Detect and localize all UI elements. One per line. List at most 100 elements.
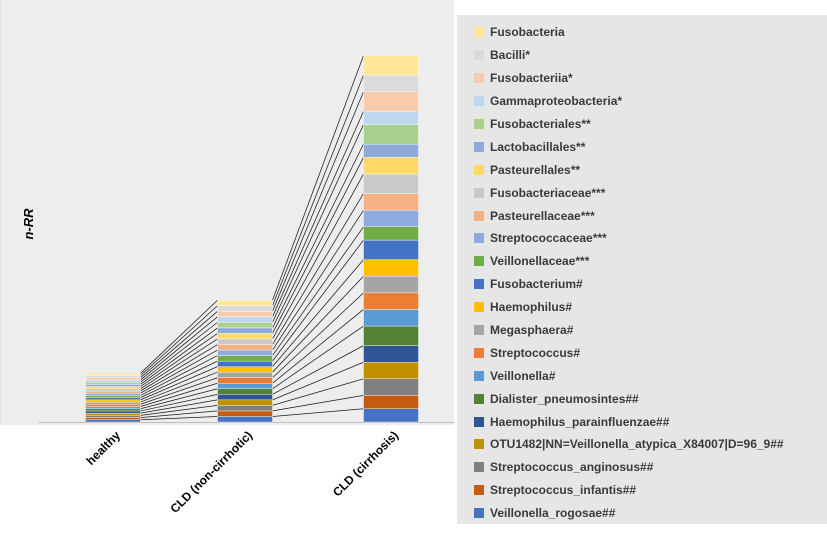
bar-segment-11-2	[363, 226, 419, 241]
connector-line-18-1	[272, 111, 364, 317]
legend-label: Fusobacteriales**	[490, 117, 591, 131]
connector-line-16-0	[140, 327, 218, 385]
bar-segment-1-2	[363, 395, 419, 409]
legend-label: Streptococcaceae***	[490, 231, 607, 246]
bar-segment-10-1	[217, 360, 273, 367]
bar-segment-15-2	[363, 157, 419, 175]
bar-segment-18-0	[85, 379, 141, 383]
bar-segment-19-2	[363, 91, 419, 112]
bar-segment-12-1	[217, 349, 273, 356]
legend-label: Veillonella#	[490, 368, 556, 383]
bar-segments	[85, 55, 419, 423]
bar-segment-2-0	[85, 415, 141, 418]
legend-item: Veillonellaceae***	[457, 250, 827, 273]
bar-segment-20-2	[363, 74, 419, 92]
bar-segment-11-1	[217, 355, 273, 362]
legend-label: Veillonella_rogosae##	[490, 506, 616, 521]
legend-item: Streptococcus_anginosus##	[457, 456, 827, 479]
bar-segment-16-0	[85, 384, 141, 387]
legend-label: Fusobacteriaceae***	[490, 185, 606, 200]
bar-segment-1-0	[85, 417, 141, 420]
connector-line-3-0	[140, 399, 218, 414]
connector-line-6-0	[140, 382, 218, 407]
legend-label: Streptococcus_anginosus##	[490, 460, 654, 475]
legend-swatch	[474, 370, 484, 381]
x-tick-labels: healthy CLD (non-cirrhotic) CLD (cirrhosis…	[84, 428, 402, 516]
legend-label: Veillonellaceae***	[490, 254, 590, 269]
legend-item: Megasphaera#	[457, 319, 827, 342]
bar-segment-8-1	[217, 371, 273, 378]
bar-segment-5-1	[217, 388, 273, 395]
connector-line-3-1	[272, 361, 364, 401]
connector-line-19-0	[140, 311, 218, 379]
legend-label: Haemophilus#	[490, 300, 573, 315]
connector-line-20-0	[140, 305, 218, 376]
connector-line-10-1	[272, 239, 364, 362]
legend-item: Bacilli*	[457, 44, 827, 67]
bar-segment-9-0	[85, 399, 141, 403]
bar-segment-6-1	[217, 383, 273, 389]
connector-line-5-0	[140, 388, 218, 410]
legend-swatch	[474, 210, 484, 221]
bar-segment-18-2	[363, 111, 419, 125]
connector-line-4-1	[272, 345, 364, 395]
bar-segment-17-1	[217, 322, 273, 329]
bar-segment-20-0	[85, 375, 141, 378]
bar-segment-14-2	[363, 173, 419, 194]
connector-line-16-1	[272, 143, 364, 329]
bar-segment-6-0	[85, 406, 141, 409]
connector-line-13-1	[272, 193, 364, 345]
y-axis-title: n-RR	[21, 208, 36, 240]
legend-item: Pasteurellaceae***	[457, 204, 827, 227]
legend-label: Haemophilus_parainfluenzae##	[490, 414, 670, 429]
legend-item: Haemophilus_parainfluenzae##	[457, 410, 827, 433]
x-tick-label-0: healthy	[84, 428, 124, 468]
bar-segment-2-1	[217, 405, 273, 412]
legend-label: Lactobacillales**	[490, 139, 586, 154]
legend-label: Gammaproteobacteria*	[490, 94, 623, 109]
bar-segment-12-0	[85, 393, 141, 396]
legend-item: Lactobacillales**	[457, 135, 827, 158]
bar-segment-0-2	[363, 408, 419, 423]
legend-label: Bacilli*	[490, 48, 531, 63]
legend-swatch	[474, 462, 484, 473]
bar-segment-6-2	[363, 309, 419, 327]
connector-line-10-0	[140, 360, 218, 398]
legend-swatch	[474, 416, 484, 427]
bar-segment-7-1	[217, 377, 273, 384]
connector-line-15-1	[272, 157, 364, 334]
bar-segment-14-1	[217, 338, 273, 345]
legend-item: Haemophilus#	[457, 296, 827, 319]
connector-line-8-1	[272, 275, 364, 373]
legend-swatch	[474, 325, 484, 336]
connector-line-9-1	[272, 259, 364, 367]
connector-line-7-0	[140, 377, 218, 405]
bar-segment-15-1	[217, 333, 273, 340]
bar-segment-4-1	[217, 394, 273, 401]
connector-line-4-0	[140, 393, 218, 412]
legend-item: Streptococcus#	[457, 341, 827, 364]
bar-segment-7-0	[85, 404, 141, 407]
series-connectors	[140, 55, 364, 421]
bar-segment-18-1	[217, 316, 273, 323]
legend-label: OTU1482|NN=Veillonella_atypica_X84007|D=…	[490, 437, 784, 452]
bar-segment-8-0	[85, 401, 141, 405]
connector-line-0-0	[140, 416, 218, 421]
bar-segment-0-1	[217, 416, 273, 423]
bar-segment-21-2	[363, 55, 419, 76]
bar-segment-5-2	[363, 325, 419, 346]
connector-line-11-0	[140, 355, 218, 396]
connector-line-19-1	[272, 91, 364, 312]
connector-line-6-1	[272, 309, 364, 384]
bar-segment-17-0	[85, 381, 141, 385]
legend-swatch	[474, 439, 484, 450]
legend-swatch	[474, 164, 484, 175]
connector-line-5-1	[272, 325, 364, 390]
connector-line-8-0	[140, 371, 218, 403]
bar-segment-16-1	[217, 327, 273, 334]
connector-line-21-0	[140, 299, 218, 374]
legend-item: Fusobacteria	[457, 21, 827, 44]
x-tick-label-2: CLD (cirrhosis)	[330, 428, 401, 499]
